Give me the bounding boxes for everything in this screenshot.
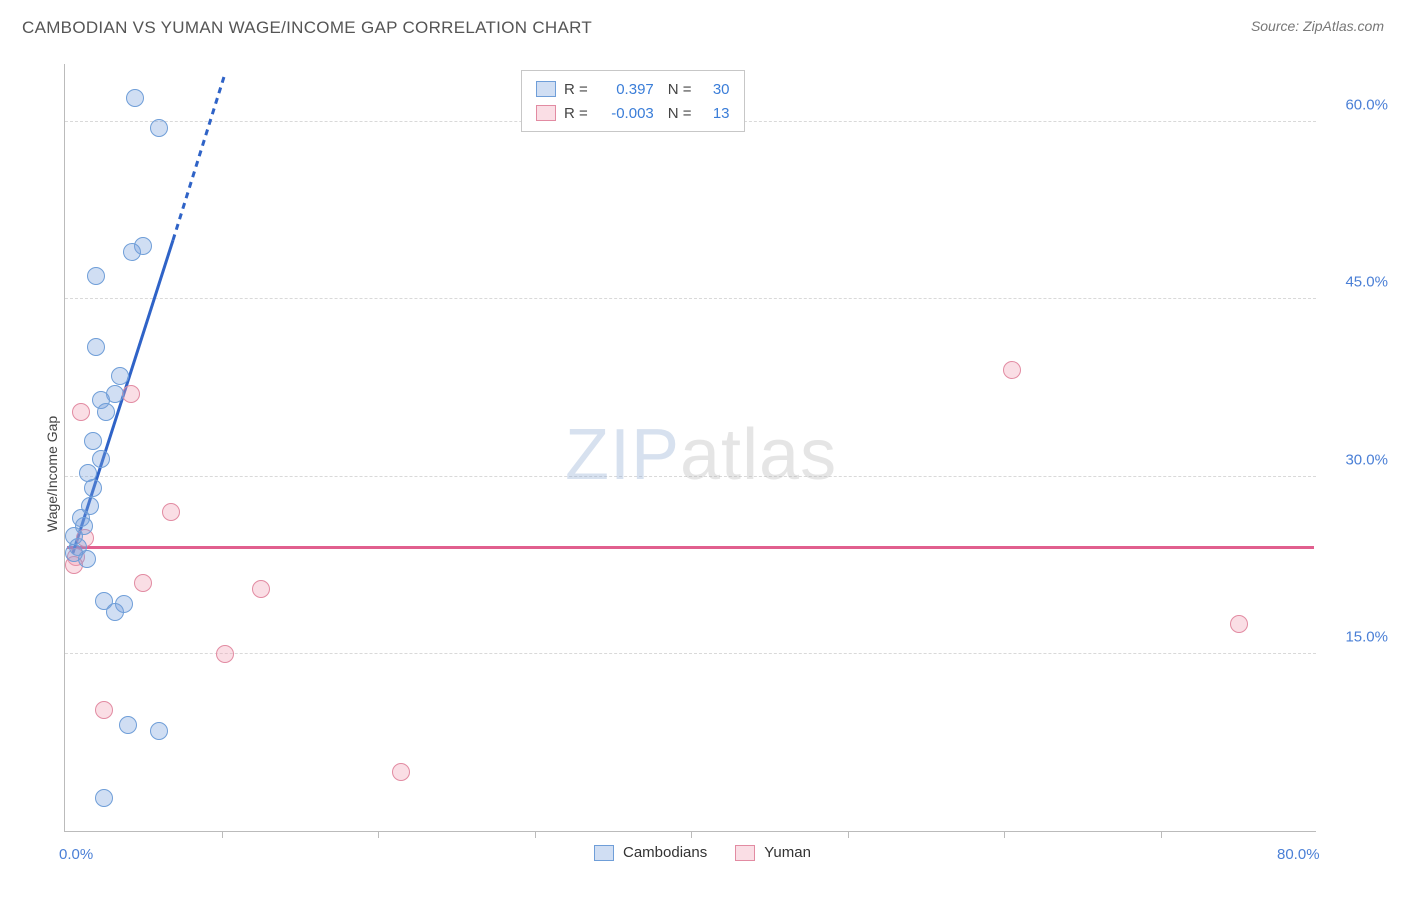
xlim-label: 0.0% [59, 846, 93, 863]
data-point-blue [65, 544, 83, 562]
data-point-pink [72, 403, 90, 421]
n-value: 30 [700, 81, 730, 98]
data-point-blue [123, 243, 141, 261]
xtick-mark [848, 831, 849, 838]
data-point-pink [162, 503, 180, 521]
r-value: 0.397 [596, 81, 654, 98]
xtick-mark [378, 831, 379, 838]
gridline [65, 298, 1316, 299]
xtick-mark [222, 831, 223, 838]
data-point-blue [87, 267, 105, 285]
n-value: 13 [700, 105, 730, 122]
data-point-blue [106, 603, 124, 621]
y-axis-label: Wage/Income Gap [44, 416, 60, 532]
legend-label: Cambodians [623, 844, 707, 861]
swatch-pink [735, 845, 755, 861]
data-point-pink [1003, 361, 1021, 379]
data-point-blue [95, 789, 113, 807]
data-point-blue [111, 367, 129, 385]
r-label: R = [564, 105, 588, 122]
series-legend: Cambodians Yuman [594, 844, 811, 861]
ytick-label: 30.0% [1345, 451, 1388, 468]
n-label: N = [668, 81, 692, 98]
xtick-mark [691, 831, 692, 838]
ytick-label: 60.0% [1345, 97, 1388, 114]
xtick-mark [535, 831, 536, 838]
data-point-blue [84, 479, 102, 497]
chart-title: CAMBODIAN VS YUMAN WAGE/INCOME GAP CORRE… [22, 18, 592, 37]
swatch-blue [594, 845, 614, 861]
r-label: R = [564, 81, 588, 98]
data-point-pink [392, 763, 410, 781]
gridline [65, 476, 1316, 477]
legend-label: Yuman [764, 844, 811, 861]
data-point-pink [95, 701, 113, 719]
swatch-blue [536, 81, 556, 97]
data-point-blue [150, 119, 168, 137]
data-point-pink [122, 385, 140, 403]
data-point-blue [84, 432, 102, 450]
n-label: N = [668, 105, 692, 122]
data-point-pink [134, 574, 152, 592]
legend-row-blue: R = 0.397 N = 30 [536, 77, 730, 101]
data-point-pink [216, 645, 234, 663]
trendline-blue [65, 63, 1317, 831]
data-point-blue [150, 722, 168, 740]
data-point-blue [92, 450, 110, 468]
data-point-blue [87, 338, 105, 356]
watermark: ZIPatlas [565, 414, 837, 496]
xlim-label: 80.0% [1277, 846, 1320, 863]
xtick-mark [1004, 831, 1005, 838]
plot-area: 15.0%30.0%45.0%60.0%0.0%80.0%ZIPatlasR =… [64, 64, 1316, 832]
chart-container: 15.0%30.0%45.0%60.0%0.0%80.0%ZIPatlasR =… [22, 60, 1384, 886]
legend-row-pink: R = -0.003 N = 13 [536, 101, 730, 125]
legend-item-pink: Yuman [735, 844, 811, 861]
ytick-label: 15.0% [1345, 628, 1388, 645]
gridline [65, 653, 1316, 654]
data-point-pink [1230, 615, 1248, 633]
swatch-pink [536, 105, 556, 121]
correlation-legend: R = 0.397 N = 30 R = -0.003 N = 13 [521, 70, 745, 132]
ytick-label: 45.0% [1345, 274, 1388, 291]
data-point-blue [126, 89, 144, 107]
xtick-mark [1161, 831, 1162, 838]
legend-item-blue: Cambodians [594, 844, 707, 861]
data-point-pink [252, 580, 270, 598]
source-label: Source: ZipAtlas.com [1251, 18, 1384, 34]
data-point-blue [97, 403, 115, 421]
data-point-blue [119, 716, 137, 734]
r-value: -0.003 [596, 105, 654, 122]
trendline-pink [67, 546, 1314, 549]
